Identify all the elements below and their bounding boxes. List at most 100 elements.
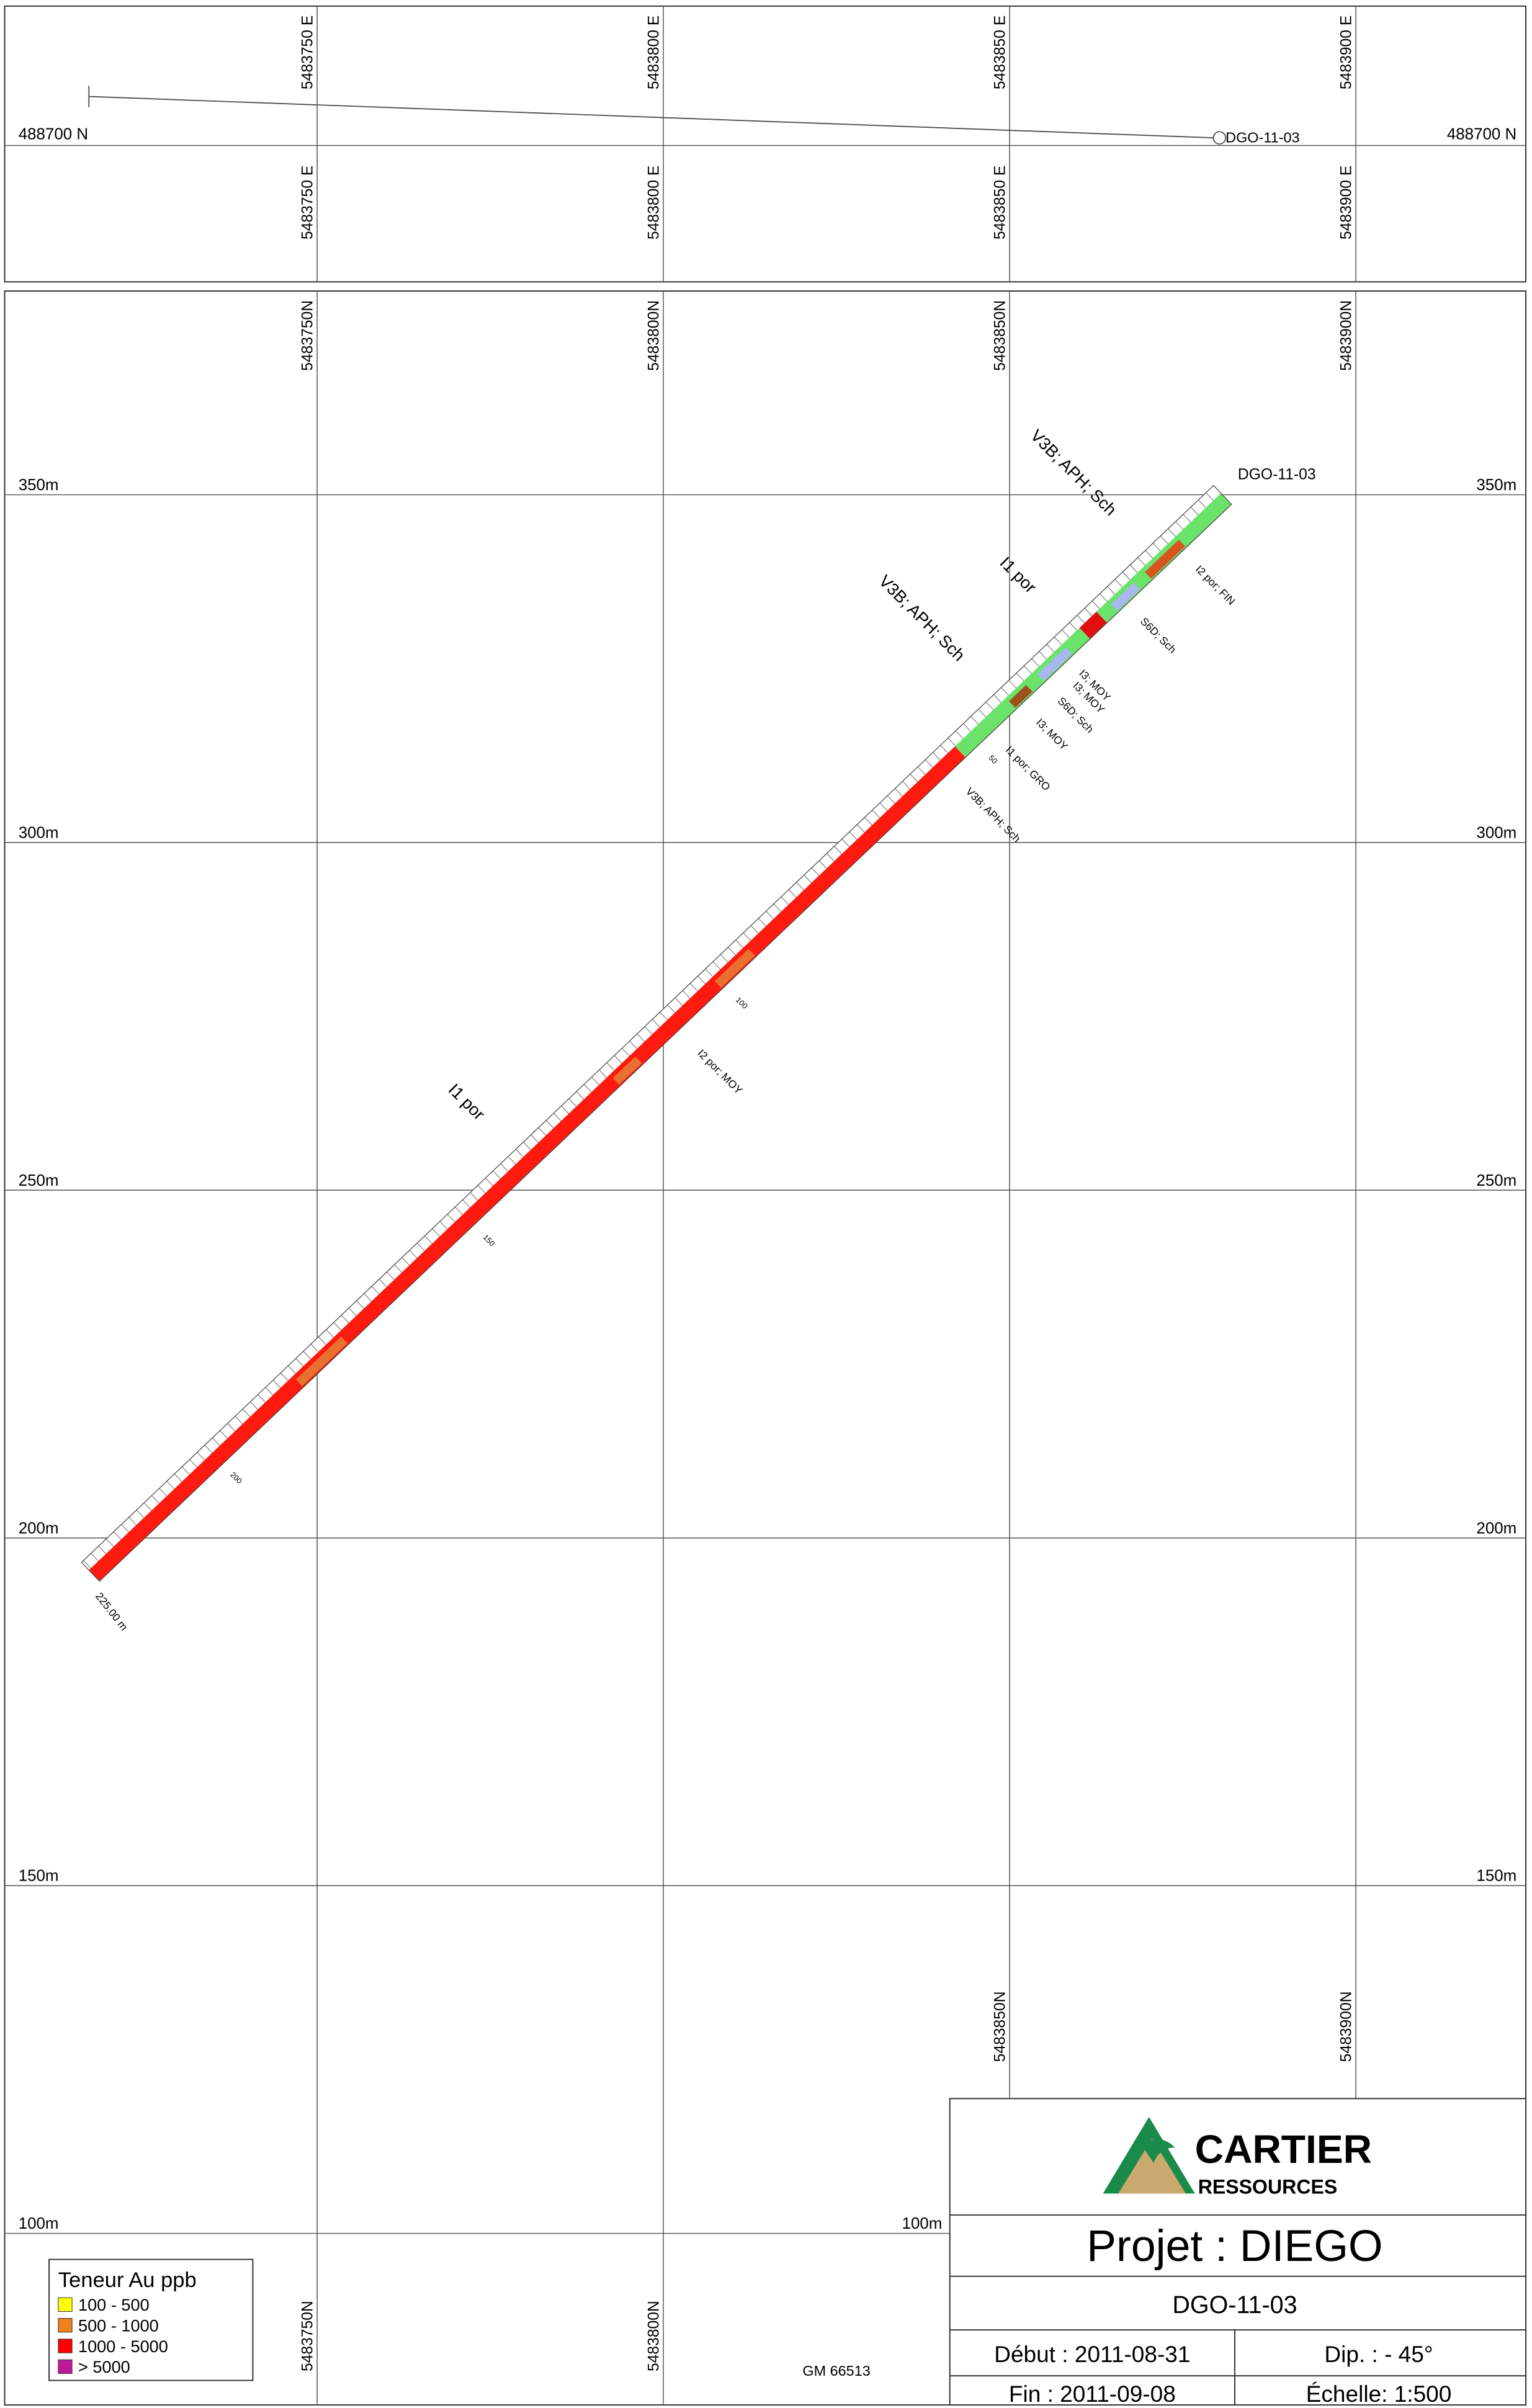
sample-tick	[947, 738, 956, 746]
easting-label: 5483750 E	[300, 16, 316, 89]
sample-tick	[660, 1011, 668, 1021]
sample-tick	[1069, 622, 1077, 631]
sample-tick	[599, 1070, 607, 1078]
sample-tick	[235, 1416, 243, 1425]
sample-tick	[1100, 593, 1108, 602]
sample-tick	[705, 969, 714, 977]
elevation-label: 300m	[1476, 824, 1516, 841]
sample-tick	[576, 1091, 585, 1100]
sample-tick	[606, 1062, 615, 1071]
sample-tick	[485, 1178, 493, 1186]
lithology-interval	[89, 746, 966, 1582]
sample-tick	[204, 1444, 213, 1453]
easting-label: 5483800 E	[646, 16, 663, 89]
sample-tick	[212, 1438, 220, 1446]
sample-tick	[1114, 579, 1123, 588]
sample-tick	[1198, 499, 1206, 508]
sample-tick	[1039, 651, 1047, 660]
project-title: Projet : DIEGO	[1086, 2221, 1382, 2271]
sample-tick	[394, 1264, 402, 1273]
logo	[1103, 2116, 1195, 2194]
lithology-interval	[1111, 583, 1140, 611]
sample-tick	[1122, 571, 1131, 580]
lithology-label: I1 por	[997, 553, 1041, 597]
title-block	[949, 2098, 1527, 2406]
reference-label: GM 66513	[802, 2363, 870, 2379]
sample-tick	[963, 723, 971, 732]
sample-tick	[227, 1423, 235, 1431]
hole-label: DGO-11-03	[1225, 130, 1299, 146]
lithology-interval	[295, 1336, 347, 1387]
sample-tick	[743, 933, 751, 941]
sample-tick	[568, 1098, 577, 1107]
lithology-interval	[1079, 611, 1108, 639]
sample-tick	[1183, 514, 1191, 522]
northing-label: 5483900N	[1338, 1991, 1355, 2062]
elevation-label: 100m	[902, 2215, 943, 2232]
sample-tick	[128, 1516, 137, 1526]
northing-label: 5483800N	[646, 300, 663, 371]
sample-tick	[1152, 543, 1161, 552]
lithology-label: V3B; APH; Sch	[964, 785, 1023, 844]
sample-tick	[114, 1531, 122, 1540]
sample-tick	[925, 759, 933, 768]
sample-tick	[864, 817, 872, 826]
sample-tick	[531, 1134, 539, 1143]
sample-tick	[310, 1343, 319, 1353]
easting-label: 5483750 E	[300, 166, 316, 239]
sample-tick	[326, 1329, 334, 1338]
lithology-label: I2 por; MOY	[696, 1047, 745, 1096]
sample-tick	[280, 1372, 289, 1381]
sample-tick	[189, 1459, 197, 1468]
sample-tick	[318, 1336, 326, 1345]
sample-tick	[1061, 629, 1070, 638]
legend-title: Teneur Au ppb	[58, 2268, 197, 2292]
sample-tick	[356, 1300, 364, 1309]
sample-tick	[978, 709, 987, 717]
sample-tick	[955, 730, 964, 739]
northing-label: 5483850N	[992, 1991, 1009, 2062]
legend-box	[48, 2258, 254, 2381]
sample-tick	[136, 1510, 145, 1518]
sample-tick	[781, 896, 789, 905]
sample-tick	[1023, 665, 1032, 674]
elevation-label: 200m	[1476, 1520, 1516, 1537]
elevation-label: 250m	[19, 1172, 59, 1189]
legend-swatch	[58, 2359, 73, 2374]
sample-tick	[690, 983, 698, 991]
lithology-interval	[1145, 539, 1186, 579]
sample-tick	[1190, 506, 1199, 516]
sample-tick	[735, 939, 743, 948]
sample-tick	[940, 745, 949, 753]
elevation-label: 350m	[19, 477, 59, 494]
hole-outline	[81, 485, 1232, 1582]
sample-tick	[993, 694, 1001, 703]
sample-tick	[917, 766, 926, 775]
sample-tick	[333, 1322, 342, 1331]
sample-tick	[720, 954, 728, 963]
northing-label: 5483800N	[646, 2301, 663, 2371]
sample-tick	[98, 1546, 107, 1554]
sample-tick	[667, 1005, 675, 1013]
easting-label: 5483800 E	[646, 166, 663, 239]
sample-tick	[424, 1235, 432, 1244]
sample-tick	[712, 961, 721, 970]
legend-swatch	[58, 2339, 73, 2353]
sample-tick	[758, 918, 766, 927]
legend-label: > 5000	[78, 2357, 130, 2376]
northing-label: 5483750N	[300, 2301, 316, 2371]
sample-tick	[401, 1257, 410, 1266]
sample-tick	[652, 1019, 660, 1027]
sample-tick	[674, 997, 683, 1006]
sample-tick	[622, 1048, 630, 1057]
sample-tick	[1046, 643, 1055, 653]
sample-tick	[379, 1279, 387, 1287]
sample-tick	[416, 1243, 425, 1251]
end-date: Fin : 2011-09-08	[1009, 2381, 1176, 2407]
end-depth-label: 225.00 m	[93, 1590, 130, 1633]
sample-tick	[629, 1041, 637, 1049]
plan-frame	[4, 5, 1527, 283]
sample-tick	[1137, 557, 1145, 566]
sample-tick	[295, 1358, 304, 1367]
